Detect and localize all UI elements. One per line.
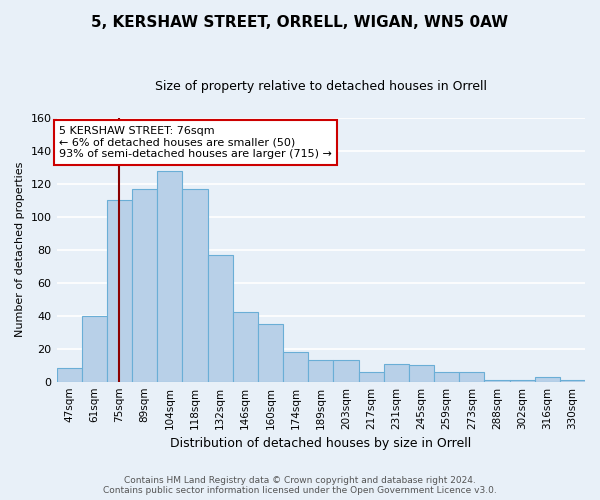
Bar (182, 188, 208, 382)
Bar (82, 316, 107, 382)
Bar (359, 372, 383, 382)
Text: 5 KERSHAW STREET: 76sqm
← 6% of detached houses are smaller (50)
93% of semi-det: 5 KERSHAW STREET: 76sqm ← 6% of detached… (59, 126, 332, 159)
Bar (560, 380, 585, 382)
X-axis label: Distribution of detached houses by size in Orrell: Distribution of detached houses by size … (170, 437, 472, 450)
Bar (409, 365, 434, 382)
Bar (258, 324, 283, 382)
Bar (509, 380, 535, 382)
Bar (484, 380, 509, 382)
Bar (208, 254, 233, 382)
Bar (132, 188, 157, 382)
Bar (56, 368, 82, 382)
Bar (334, 360, 359, 382)
Bar (283, 352, 308, 382)
Text: Contains HM Land Registry data © Crown copyright and database right 2024.
Contai: Contains HM Land Registry data © Crown c… (103, 476, 497, 495)
Bar (233, 312, 258, 382)
Bar (308, 360, 334, 382)
Bar (383, 364, 409, 382)
Y-axis label: Number of detached properties: Number of detached properties (15, 162, 25, 338)
Bar (535, 376, 560, 382)
Bar (434, 372, 459, 382)
Bar (157, 170, 182, 382)
Title: Size of property relative to detached houses in Orrell: Size of property relative to detached ho… (155, 80, 487, 93)
Text: 5, KERSHAW STREET, ORRELL, WIGAN, WN5 0AW: 5, KERSHAW STREET, ORRELL, WIGAN, WN5 0A… (91, 15, 509, 30)
Bar (107, 200, 132, 382)
Bar (459, 372, 484, 382)
